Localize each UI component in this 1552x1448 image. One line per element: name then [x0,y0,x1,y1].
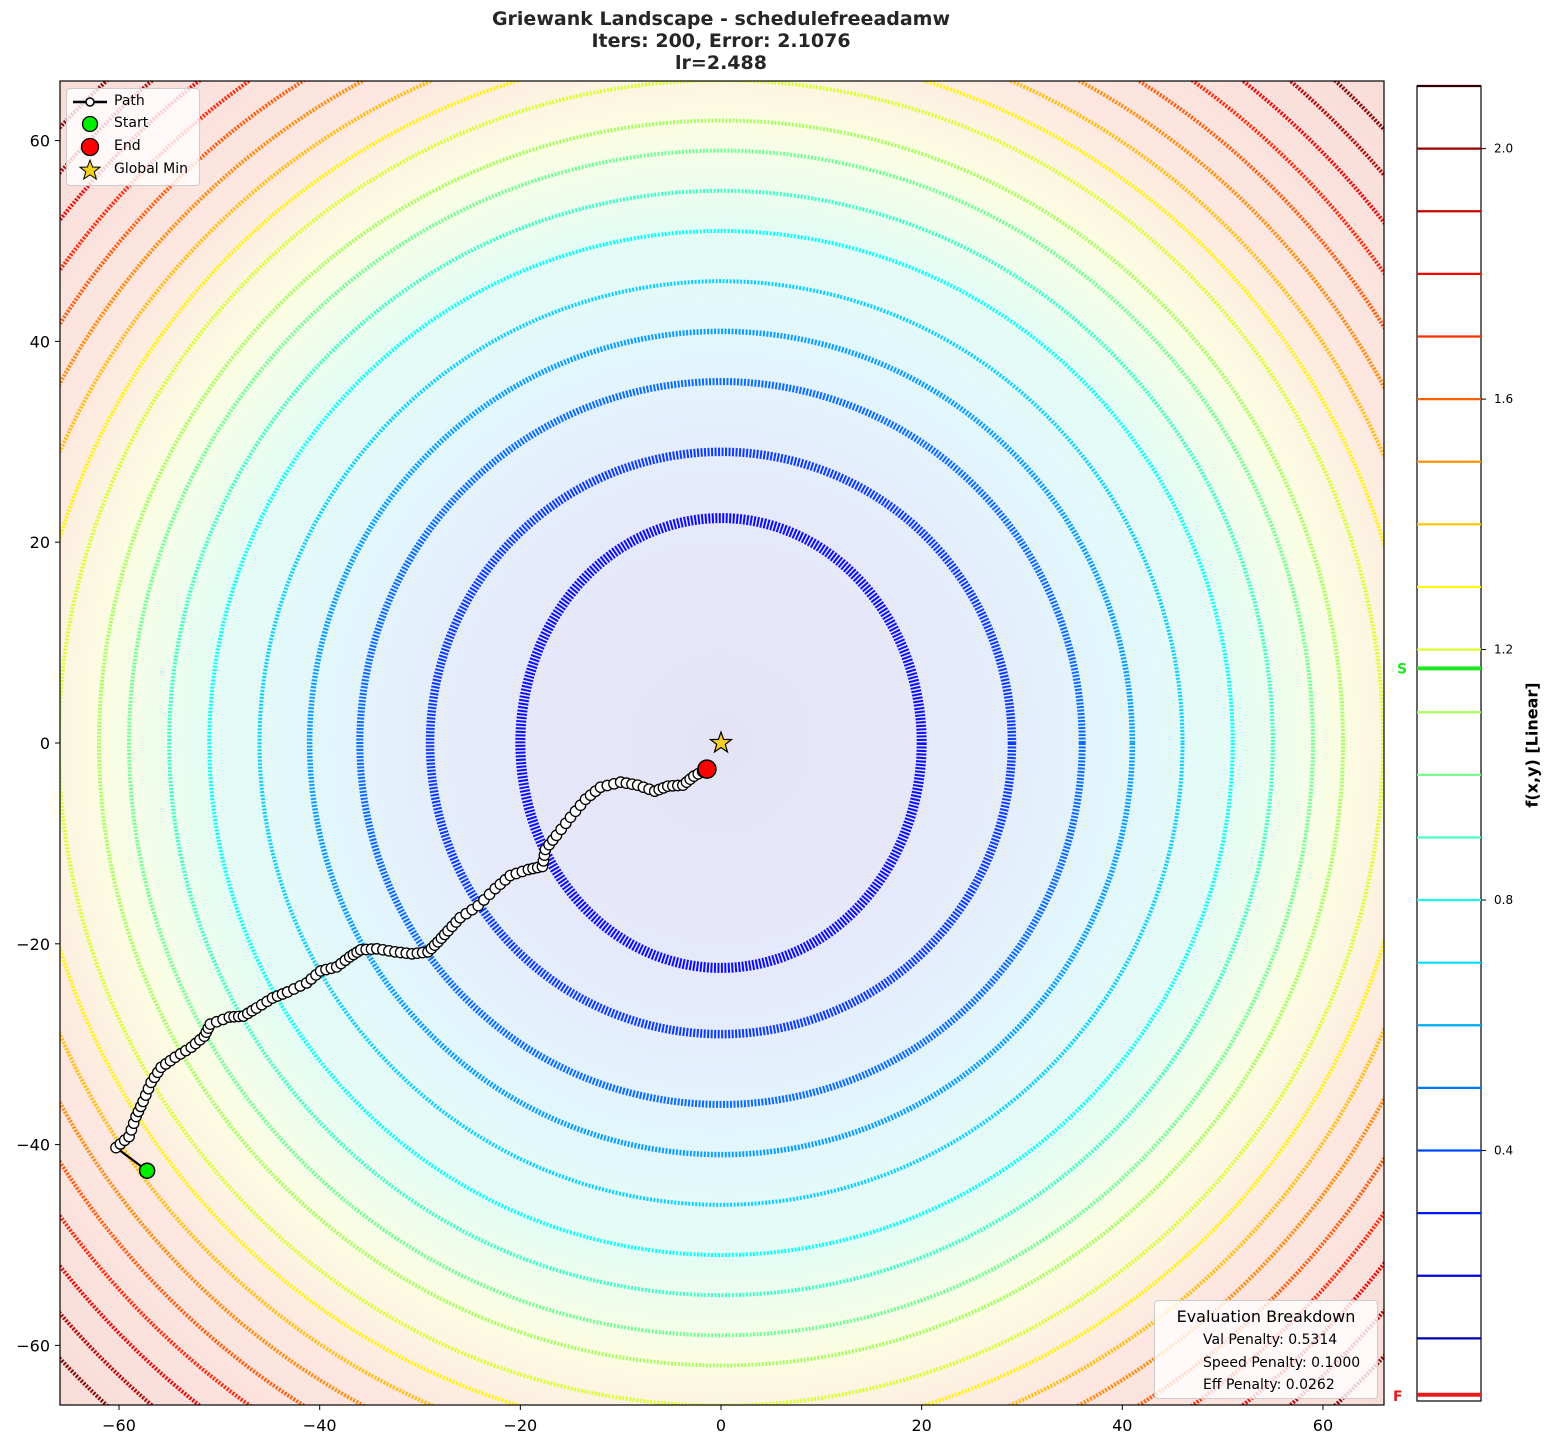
legend: Path Start End Global Min [66,88,200,186]
chart-title: Griewank Landscape - schedulefreeadamw I… [0,8,1442,74]
legend-label-path: Path [114,93,145,109]
contour-ring [96,118,1346,1368]
title-line-3: lr=2.488 [675,52,767,74]
start-point [138,1162,156,1179]
end-point [697,759,717,779]
title-line-1: Griewank Landscape - schedulefreeadamw [491,8,951,30]
colorbar: 2.0 1.6 1.2 0.8 0.4 S F [1393,84,1513,1405]
colorbar-label: f(x,y) [Linear] [1522,682,1542,808]
contour-ring [60,81,1384,1405]
y-tick-label: −40 [16,1136,50,1155]
y-tick-label: 40 [30,332,50,351]
global-min-star-icon [708,730,734,754]
x-tick-label: 60 [1313,1416,1333,1435]
x-tick-label: 20 [911,1416,931,1435]
start-dot-icon [81,115,99,133]
optimizer-path [110,730,734,1179]
colorbar-tick-label: 1.2 [1494,643,1513,657]
title-line-2: Iters: 200, Error: 2.1076 [591,30,851,52]
x-tick-label: 40 [1112,1416,1132,1435]
colorbar-tick-label: 1.6 [1494,392,1513,406]
contour-ring [356,378,1086,1108]
end-dot-icon [80,137,100,157]
contour-ring [257,279,1185,1207]
contour-ring [515,513,927,973]
colorbar-tick-label: 2.0 [1494,142,1513,156]
x-tick-label: −20 [503,1416,537,1435]
contour-ring [127,148,1315,1338]
contour-ring [167,188,1275,1298]
colorbar-tick-label: 0.4 [1494,1144,1513,1158]
contour-ring [207,228,1235,1258]
y-tick-label: 0 [40,734,50,753]
val-penalty: Val Penalty: 0.5314 [1203,1332,1338,1348]
x-tick-label: −60 [102,1416,136,1435]
legend-item-global-min: Global Min [67,159,199,181]
y-axis: 60 40 20 0 −20 −40 −60 [16,132,60,1355]
star-icon [78,159,102,181]
colorbar-tick-label: 0.8 [1494,893,1513,907]
legend-item-path: Path [67,91,199,113]
contour-ring [306,328,1136,1158]
legend-label-global-min: Global Min [114,161,188,177]
colorbar-start-marker: S [1397,661,1407,677]
eff-penalty: Eff Penalty: 0.0262 [1203,1377,1335,1393]
y-tick-label: 20 [30,533,50,552]
evaluation-breakdown-box: Evaluation Breakdown Val Penalty: 0.5314… [1154,1300,1378,1399]
y-tick-label: 60 [30,132,50,151]
legend-item-start: Start [67,113,199,135]
speed-penalty: Speed Penalty: 0.1000 [1203,1355,1361,1371]
y-tick-label: −20 [16,935,50,954]
contour-ring [425,447,1017,1039]
path-line-icon [73,97,107,107]
x-tick-label: 0 [716,1416,726,1435]
legend-item-end: End [67,136,199,158]
legend-label-end: End [114,138,141,154]
x-axis: −60 −40 −20 0 20 40 60 [102,1405,1333,1435]
x-tick-label: −40 [303,1416,337,1435]
colorbar-final-marker: F [1393,1389,1403,1405]
y-tick-label: −60 [16,1336,50,1355]
evaluation-title: Evaluation Breakdown [1176,1307,1356,1326]
legend-label-start: Start [114,115,149,131]
